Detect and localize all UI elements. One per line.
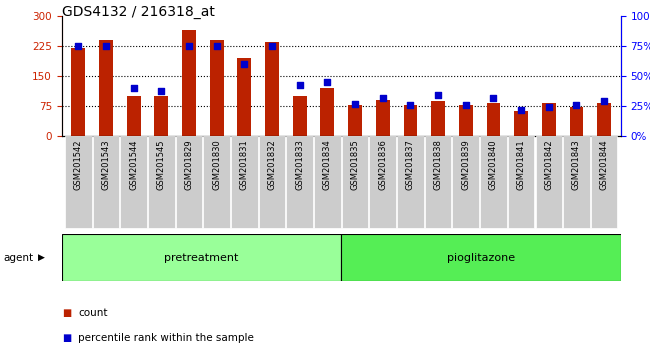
Bar — [62, 234, 341, 281]
Point — [184, 43, 194, 49]
Text: GSM201842: GSM201842 — [544, 139, 553, 190]
Point — [294, 82, 305, 87]
Point — [378, 95, 388, 101]
Bar — [480, 136, 507, 228]
Point — [129, 85, 139, 91]
Text: GSM201545: GSM201545 — [157, 139, 166, 189]
Text: GSM201841: GSM201841 — [517, 139, 526, 190]
Point — [101, 43, 111, 49]
Text: percentile rank within the sample: percentile rank within the sample — [78, 333, 254, 343]
Point — [267, 43, 278, 49]
Text: GSM201838: GSM201838 — [434, 139, 443, 190]
Text: GSM201834: GSM201834 — [323, 139, 332, 190]
Text: GSM201831: GSM201831 — [240, 139, 249, 190]
Text: GSM201839: GSM201839 — [462, 139, 471, 190]
Bar — [99, 40, 113, 136]
Bar — [72, 48, 85, 136]
Bar — [148, 136, 175, 228]
Text: GDS4132 / 216318_at: GDS4132 / 216318_at — [62, 5, 214, 19]
Text: GSM201829: GSM201829 — [185, 139, 194, 190]
Bar — [487, 103, 501, 136]
Text: ■: ■ — [62, 333, 71, 343]
Bar — [231, 136, 257, 228]
Text: ▶: ▶ — [38, 253, 45, 262]
Text: GSM201840: GSM201840 — [489, 139, 498, 190]
Point — [239, 61, 250, 67]
Bar — [452, 136, 479, 228]
Bar — [397, 136, 424, 228]
Text: GSM201833: GSM201833 — [295, 139, 304, 190]
Point — [543, 104, 554, 110]
Text: pretreatment: pretreatment — [164, 252, 239, 263]
Text: GSM201543: GSM201543 — [101, 139, 111, 190]
Bar — [569, 107, 584, 136]
Bar — [342, 136, 369, 228]
Bar — [542, 103, 556, 136]
Bar — [210, 40, 224, 136]
Bar — [591, 136, 618, 228]
Text: GSM201843: GSM201843 — [572, 139, 581, 190]
Text: GSM201835: GSM201835 — [350, 139, 359, 190]
Point — [516, 107, 526, 113]
Point — [461, 102, 471, 108]
Bar — [369, 136, 396, 228]
Bar — [127, 96, 140, 136]
Bar — [404, 105, 417, 136]
Text: agent: agent — [3, 252, 33, 263]
Text: GSM201844: GSM201844 — [600, 139, 608, 190]
Text: ■: ■ — [62, 308, 71, 318]
Bar — [431, 101, 445, 136]
Point — [350, 101, 360, 107]
Bar — [425, 136, 451, 228]
Bar — [155, 96, 168, 136]
Point — [211, 43, 222, 49]
Text: GSM201830: GSM201830 — [212, 139, 221, 190]
Bar — [182, 30, 196, 136]
Bar — [65, 136, 92, 228]
Bar — [120, 136, 147, 228]
Text: count: count — [78, 308, 107, 318]
Text: GSM201836: GSM201836 — [378, 139, 387, 190]
Bar — [292, 96, 307, 136]
Point — [488, 95, 499, 101]
Text: GSM201542: GSM201542 — [74, 139, 83, 189]
Bar — [459, 105, 473, 136]
Bar — [320, 88, 334, 136]
Point — [571, 102, 582, 108]
Text: GSM201832: GSM201832 — [268, 139, 276, 190]
Text: GSM201837: GSM201837 — [406, 139, 415, 190]
Bar — [376, 100, 390, 136]
Bar — [176, 136, 202, 228]
Bar — [514, 112, 528, 136]
Bar — [536, 136, 562, 228]
Text: pioglitazone: pioglitazone — [447, 252, 515, 263]
Point — [599, 98, 609, 104]
Point — [322, 79, 333, 85]
Point — [73, 43, 84, 49]
Bar — [265, 42, 279, 136]
Bar — [203, 136, 230, 228]
Text: GSM201544: GSM201544 — [129, 139, 138, 189]
Bar — [93, 136, 120, 228]
Bar — [237, 58, 252, 136]
Bar — [563, 136, 590, 228]
Point — [405, 102, 415, 108]
Bar — [508, 136, 534, 228]
Bar — [597, 103, 611, 136]
Bar — [341, 234, 621, 281]
Bar — [314, 136, 341, 228]
Point — [433, 92, 443, 98]
Bar — [259, 136, 285, 228]
Bar — [287, 136, 313, 228]
Bar — [348, 105, 362, 136]
Point — [156, 88, 166, 93]
